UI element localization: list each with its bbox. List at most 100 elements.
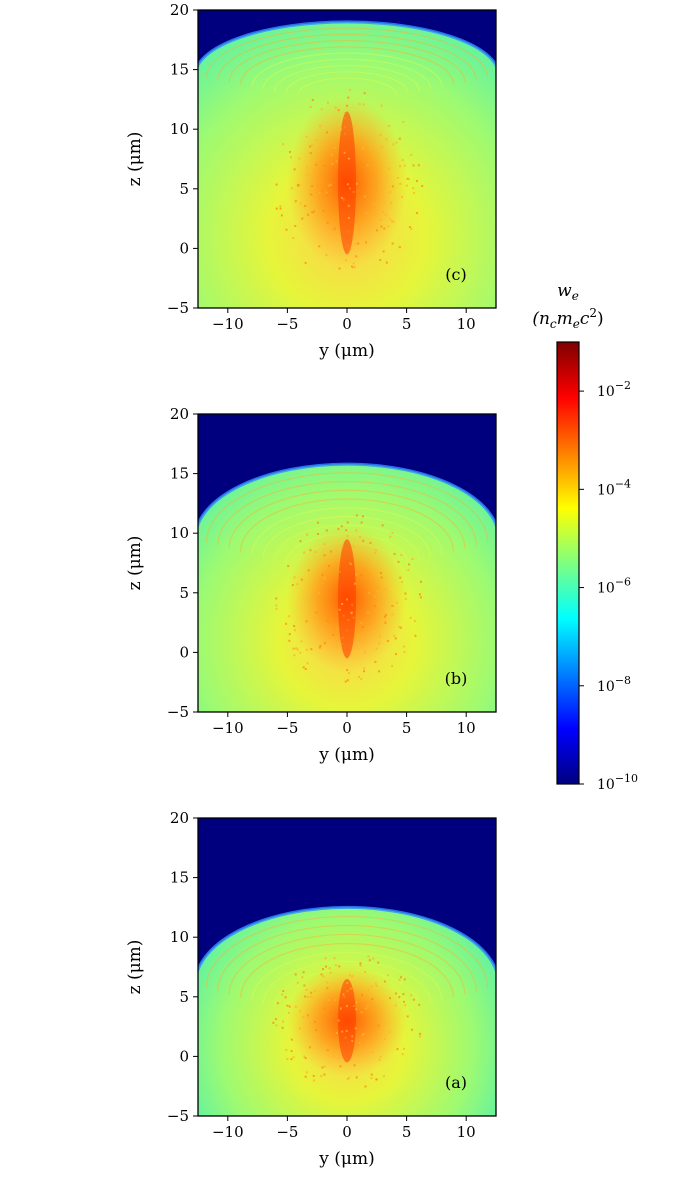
speckle (286, 1004, 289, 1007)
speckle (328, 967, 331, 970)
speckle (379, 1029, 382, 1032)
y-tick-label: 0 (179, 643, 189, 661)
speckle (348, 974, 351, 977)
speckle (336, 627, 339, 630)
speckle (368, 959, 371, 962)
speckle (284, 996, 287, 999)
speckle (321, 189, 323, 192)
ring (205, 472, 489, 543)
speckle (400, 553, 403, 556)
speckle (312, 1075, 315, 1077)
speckle (307, 569, 310, 572)
speckle (375, 590, 378, 593)
speckle (282, 143, 285, 146)
speckle (384, 588, 387, 591)
speckle (290, 1050, 293, 1053)
speckle (393, 552, 396, 555)
speckle (364, 651, 366, 654)
speckle (339, 570, 341, 573)
speckle (305, 1071, 308, 1074)
speckle (327, 192, 330, 195)
speckle (344, 126, 346, 129)
speckle (338, 965, 341, 968)
speckle (399, 576, 402, 579)
speckle (404, 1004, 407, 1007)
speckle (328, 184, 331, 187)
speckle (293, 654, 296, 657)
speckle (325, 529, 328, 532)
speckle (378, 1058, 381, 1061)
speckle (344, 680, 347, 683)
speckle (406, 177, 409, 180)
speckle (294, 973, 297, 976)
ring (285, 71, 409, 94)
speckle (305, 135, 308, 138)
speckle (341, 643, 344, 646)
speckle (368, 591, 371, 594)
speckle (317, 521, 319, 524)
speckle (356, 647, 359, 650)
speckle (386, 639, 389, 642)
speckle (321, 1066, 324, 1069)
y-tick-label: 0 (179, 239, 189, 257)
speckle (384, 1038, 386, 1040)
speckle (305, 620, 308, 623)
speckle (337, 1019, 340, 1022)
speckle (342, 614, 345, 617)
speckle (325, 191, 328, 194)
speckle (309, 145, 312, 148)
speckle (341, 603, 344, 605)
speckle (311, 185, 314, 188)
speckle (370, 1077, 373, 1080)
speckle (315, 163, 318, 166)
speckle (322, 975, 325, 978)
speckle (374, 216, 377, 219)
speckle (362, 539, 365, 542)
ring (205, 915, 489, 989)
speckle (374, 660, 377, 663)
speckle (333, 957, 336, 960)
speckle (275, 607, 278, 610)
speckle (418, 1035, 421, 1038)
speckle (357, 1002, 360, 1005)
ring (217, 480, 477, 546)
speckle (375, 647, 378, 650)
speckle (323, 1065, 326, 1068)
speckle (359, 1009, 361, 1012)
speckle (338, 267, 341, 270)
speckle (376, 205, 379, 208)
speckle (306, 662, 309, 665)
speckle (399, 182, 402, 185)
speckle (368, 568, 371, 571)
speckle (355, 1008, 358, 1011)
speckle (299, 1010, 302, 1013)
speckle (374, 552, 377, 555)
ring (262, 515, 432, 558)
speckle (342, 198, 345, 201)
x-tick-label: 0 (342, 315, 352, 333)
speckle (311, 144, 314, 147)
speckle (340, 128, 343, 131)
speckle (348, 561, 351, 564)
speckle (410, 227, 413, 230)
speckle (345, 629, 348, 632)
speckle (357, 634, 360, 637)
speckle (358, 676, 360, 678)
speckle (288, 639, 291, 642)
speckle (366, 212, 369, 215)
y-tick-label: 20 (170, 405, 189, 423)
speckle (382, 211, 385, 214)
speckle (304, 1075, 307, 1078)
speckle (303, 551, 306, 554)
speckle (302, 666, 305, 669)
speckle (352, 266, 355, 269)
ring (228, 40, 466, 83)
speckle (318, 191, 321, 194)
speckle (395, 992, 397, 995)
speckle (381, 524, 384, 527)
speckle (290, 1058, 293, 1061)
speckle (377, 1024, 380, 1027)
speckle (304, 261, 307, 264)
speckle (393, 634, 396, 637)
speckle (292, 647, 295, 650)
